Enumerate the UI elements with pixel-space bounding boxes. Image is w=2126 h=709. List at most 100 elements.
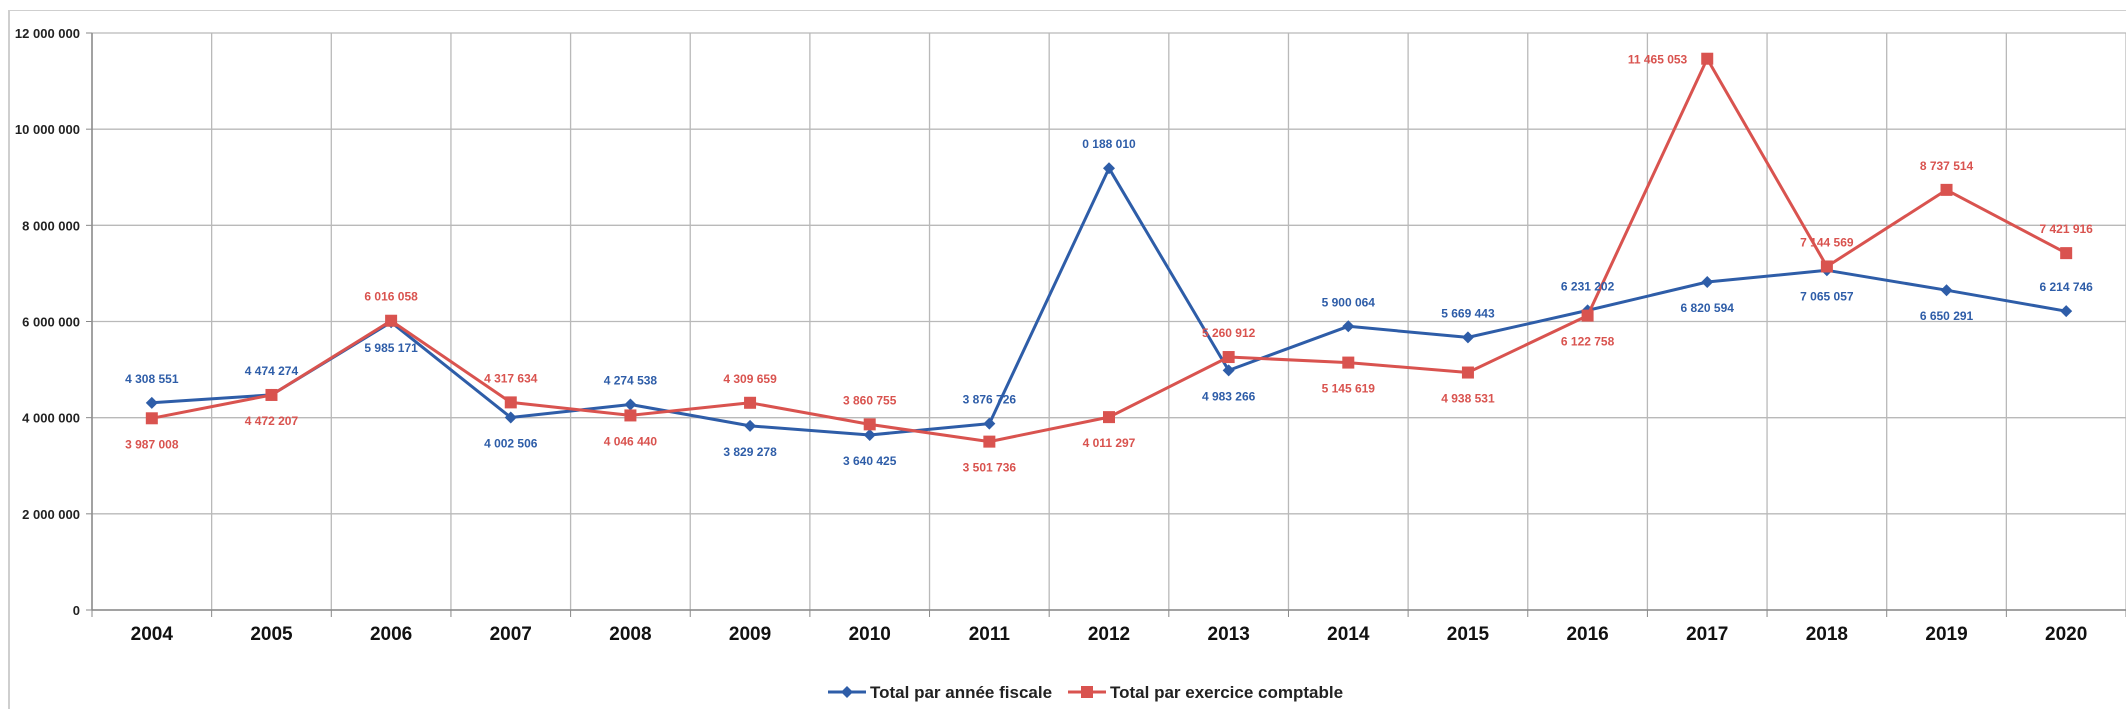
data-label: 5 900 064 [1322, 295, 1376, 309]
data-point-square [983, 435, 996, 448]
data-label: 3 876 726 [963, 393, 1017, 407]
data-label: 4 002 506 [484, 437, 538, 451]
data-label: 11 465 053 [1628, 53, 1688, 67]
data-point-diamond [624, 398, 637, 411]
x-tick-label: 2018 [1806, 624, 1848, 645]
x-tick-label: 2016 [1566, 624, 1608, 645]
y-tick-label: 4 000 000 [22, 411, 80, 426]
y-axis-ticks: 0 2 000 000 4 000 000 6 000 000 8 000 000 10 … [15, 26, 80, 618]
data-point-square [1342, 356, 1355, 369]
data-point-diamond [1940, 284, 1953, 297]
x-tick-label: 2004 [131, 624, 174, 645]
x-tick-label: 2008 [609, 624, 651, 645]
data-point-square [624, 409, 637, 422]
grid-lines [86, 32, 2126, 617]
data-label: 6 016 058 [364, 290, 418, 304]
data-label: 6 820 594 [1681, 301, 1735, 315]
data-label: 4 011 297 [1083, 436, 1136, 450]
data-point-square [744, 396, 757, 409]
x-axis-ticks: 2004 2005 2006 2007 2008 2009 2010 2011 2012 2013… [131, 624, 2088, 645]
data-label: 3 860 755 [843, 393, 897, 407]
legend-label: Total par exercice comptable [1110, 683, 1343, 702]
left-border [8, 10, 10, 709]
data-label: 3 501 736 [963, 461, 1017, 475]
data-label: 4 472 207 [245, 414, 299, 428]
y-tick-label: 0 [73, 603, 80, 618]
x-tick-label: 2015 [1447, 624, 1490, 645]
data-point-square [1701, 52, 1714, 65]
data-label: 6 231 202 [1561, 279, 1615, 293]
data-label: 7 065 057 [1800, 289, 1854, 303]
x-tick-label: 2006 [370, 624, 412, 645]
data-point-square [1940, 183, 1953, 196]
data-label: 6 214 746 [2039, 280, 2093, 294]
data-point-diamond [1342, 320, 1355, 333]
data-point-diamond [2060, 305, 2073, 318]
data-label: 3 829 278 [723, 445, 777, 459]
data-label: 6 650 291 [1920, 309, 1974, 323]
x-tick-label: 2012 [1088, 624, 1130, 645]
legend-marker-diamond [841, 686, 853, 698]
data-point-square [863, 418, 876, 431]
data-labels: 4 308 551 4 474 274 5 985 171 4 002 506 4 27… [125, 53, 2093, 475]
series-line [151, 57, 2067, 444]
data-point-square [265, 388, 278, 401]
data-label: 4 308 551 [125, 372, 179, 386]
legend: Total par année fiscale Total par exercic… [828, 683, 1343, 702]
top-border [8, 10, 2126, 11]
y-tick-label: 8 000 000 [22, 218, 80, 233]
x-tick-label: 2017 [1686, 624, 1728, 645]
data-label: 4 274 538 [604, 373, 658, 387]
data-point-square [1820, 260, 1833, 273]
x-tick-label: 2005 [250, 624, 293, 645]
data-point-square [385, 314, 398, 327]
data-point-diamond [1222, 364, 1235, 377]
data-label: 5 985 171 [364, 341, 418, 355]
x-tick-label: 2009 [729, 624, 771, 645]
data-point-square [2060, 247, 2073, 260]
data-label: 4 046 440 [604, 434, 658, 448]
data-point-square [504, 396, 517, 409]
legend-label: Total par année fiscale [870, 683, 1052, 702]
data-label: 0 188 010 [1082, 137, 1136, 151]
x-tick-label: 2011 [969, 624, 1011, 645]
data-point-diamond [863, 428, 876, 441]
x-tick-label: 2010 [849, 624, 891, 645]
x-tick-label: 2007 [490, 624, 532, 645]
series-line [151, 166, 2067, 437]
data-label: 3 640 425 [843, 454, 897, 468]
data-point-square [1222, 351, 1235, 364]
x-tick-label: 2013 [1208, 624, 1250, 645]
data-point-diamond [1701, 276, 1714, 289]
legend-marker-square [1081, 686, 1093, 698]
data-label: 7 421 916 [2039, 222, 2093, 236]
data-label: 6 122 758 [1561, 335, 1615, 349]
data-point-square [1581, 309, 1594, 322]
y-tick-label: 12 000 000 [15, 26, 80, 41]
x-tick-label: 2019 [1925, 624, 1967, 645]
x-tick-label: 2014 [1327, 624, 1370, 645]
data-label: 4 983 266 [1202, 389, 1256, 403]
data-point-diamond [983, 417, 996, 430]
y-tick-label: 6 000 000 [22, 315, 80, 330]
data-label: 3 987 008 [125, 437, 179, 451]
data-point-diamond [145, 396, 158, 409]
data-label: 5 260 912 [1202, 326, 1256, 340]
y-tick-label: 2 000 000 [22, 507, 80, 522]
data-label: 4 317 634 [484, 371, 538, 385]
data-label: 7 144 569 [1800, 235, 1854, 249]
data-label: 5 669 443 [1441, 306, 1495, 320]
series-lines [145, 52, 2073, 448]
data-point-square [1461, 366, 1474, 379]
data-point-diamond [744, 419, 757, 432]
data-label: 4 938 531 [1441, 392, 1495, 406]
data-point-diamond [504, 411, 517, 424]
y-tick-label: 10 000 000 [15, 122, 80, 137]
data-point-square [145, 412, 158, 425]
data-label: 4 309 659 [723, 372, 777, 386]
data-label: 8 737 514 [1920, 159, 1974, 173]
data-point-diamond [1461, 331, 1474, 344]
data-label: 4 474 274 [245, 364, 299, 378]
